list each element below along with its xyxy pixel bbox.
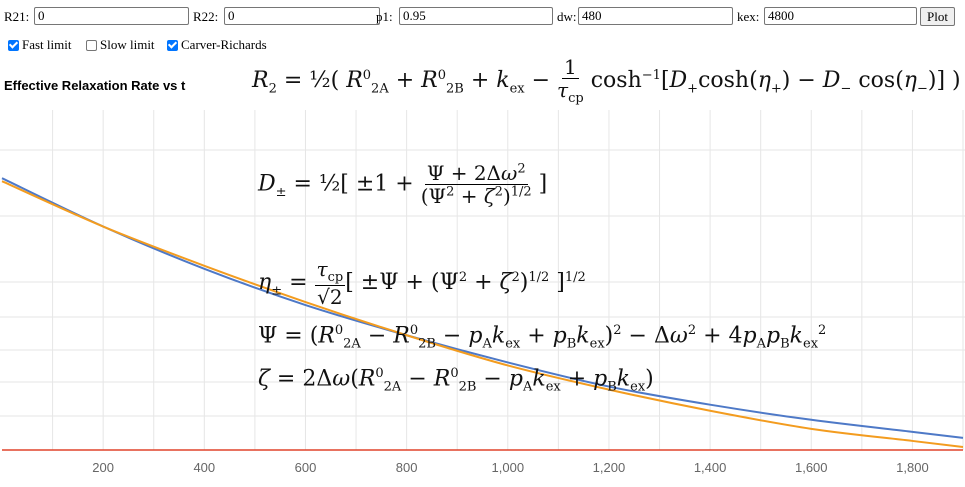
p1-label: p1:: [376, 9, 393, 24]
r22-label: R22:: [193, 9, 219, 24]
x-tick-label: 1,200: [593, 460, 626, 475]
chart-title: Effective Relaxation Rate vs t: [4, 78, 186, 93]
chart-grid: [0, 110, 965, 450]
x-tick-label: 1,800: [896, 460, 929, 475]
plot-button[interactable]: Plot: [920, 7, 955, 26]
carver-richards-option[interactable]: Carver-Richards: [167, 37, 267, 53]
kex-input[interactable]: [764, 7, 917, 25]
r21-input[interactable]: [34, 7, 189, 25]
fast-limit-label: Fast limit: [22, 37, 72, 52]
x-tick-label: 1,400: [694, 460, 727, 475]
x-tick-label: 200: [92, 460, 114, 475]
slow-limit-checkbox[interactable]: [86, 39, 97, 51]
equation-zeta: ζ = 2Δω(R02A − R02B − pAkex + pBkex): [258, 366, 654, 395]
equation-d-plus-minus: D± = ½[ ±1 + Ψ + 2Δω2 (Ψ2 + ζ2)1/2 ]: [258, 161, 548, 208]
r22-input[interactable]: [224, 7, 380, 25]
x-tick-label: 600: [295, 460, 317, 475]
p1-input[interactable]: [399, 7, 553, 25]
equation-psi: Ψ = (R02A − R02B − pAkex + pBkex)2 − Δω2…: [258, 323, 827, 352]
relaxation-chart: 200 400 600 800 1,000 1,200 1,400 1,600 1,800: [0, 110, 965, 475]
fast-limit-checkbox[interactable]: [8, 39, 19, 51]
kex-label: kex:: [737, 9, 760, 24]
carver-richards-checkbox[interactable]: [167, 39, 178, 51]
x-tick-label: 1,600: [795, 460, 828, 475]
dw-input[interactable]: [578, 7, 733, 25]
series-line-0: [1, 177, 964, 439]
r21-label: R21:: [4, 9, 30, 24]
equation-eta: η± = τcp √2[ ±Ψ + (Ψ2 + ζ2)1/2 ]1/2: [258, 257, 586, 310]
chart-lines: [1, 177, 964, 451]
slow-limit-option[interactable]: Slow limit: [86, 37, 155, 53]
chart-x-ticks: 200 400 600 800 1,000 1,200 1,400 1,600 1,800: [92, 460, 928, 475]
carver-richards-label: Carver-Richards: [181, 37, 267, 52]
x-tick-label: 400: [193, 460, 215, 475]
x-tick-label: 800: [396, 460, 418, 475]
equation-r2: R2 = ½( R02A + R02B + kex − 1 τcp cosh−1[…: [252, 55, 961, 106]
dw-label: dw:: [557, 9, 577, 24]
slow-limit-label: Slow limit: [100, 37, 155, 52]
fast-limit-option[interactable]: Fast limit: [8, 37, 71, 53]
x-tick-label: 1,000: [492, 460, 525, 475]
series-line-1: [1, 180, 964, 448]
